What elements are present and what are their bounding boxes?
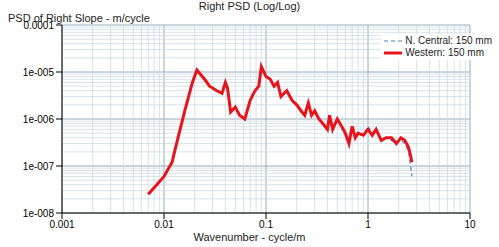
svg-text:1e-006: 1e-006 <box>23 114 55 125</box>
svg-text:1e-007: 1e-007 <box>23 161 55 172</box>
svg-text:10: 10 <box>464 219 476 230</box>
svg-text:1: 1 <box>365 219 371 230</box>
svg-text:1e-008: 1e-008 <box>23 208 55 219</box>
svg-text:0.1: 0.1 <box>259 219 273 230</box>
svg-text:0.0001: 0.0001 <box>23 20 54 31</box>
svg-text:1e-005: 1e-005 <box>23 67 55 78</box>
svg-text:0.001: 0.001 <box>49 219 74 230</box>
svg-text:0.01: 0.01 <box>154 219 174 230</box>
